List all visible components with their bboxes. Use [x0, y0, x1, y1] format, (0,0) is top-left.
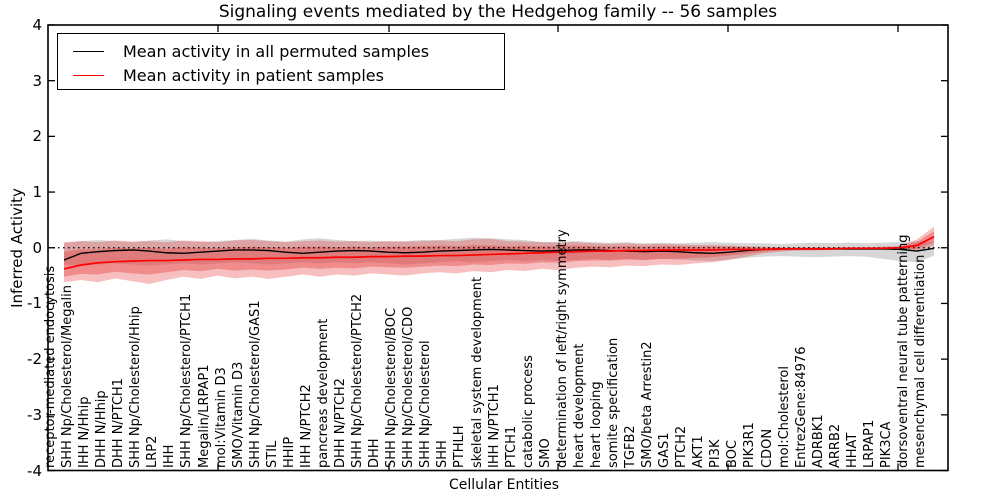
legend-line-sample-patient-icon	[73, 74, 104, 76]
legend-entry-patient: Mean activity in patient samples	[58, 63, 504, 87]
patient-samples-outer-band	[64, 226, 935, 284]
legend-label-patient: Mean activity in patient samples	[123, 65, 384, 85]
chart-title: Signaling events mediated by the Hedgeho…	[218, 2, 778, 22]
legend-label-permuted: Mean activity in all permuted samples	[123, 41, 430, 61]
y-tick-label: 3	[32, 71, 42, 90]
y-tick-label: -2	[27, 350, 42, 369]
y-tick-label: 4	[32, 15, 42, 34]
y-tick-label: 1	[32, 183, 42, 202]
y-tick-label: 2	[32, 127, 42, 146]
y-tick-label: -1	[27, 294, 42, 313]
y-tick-label: -3	[27, 405, 42, 424]
legend-entry-permuted: Mean activity in all permuted samples	[58, 39, 504, 63]
patient-mean-line	[63, 235, 935, 270]
legend: Mean activity in all permuted samples Me…	[57, 33, 505, 90]
y-tick-label: 0	[32, 238, 42, 257]
x-axis-label: Cellular Entities	[448, 477, 560, 493]
legend-line-sample-permuted-icon	[73, 50, 104, 52]
y-tick-label: -4	[27, 461, 42, 480]
